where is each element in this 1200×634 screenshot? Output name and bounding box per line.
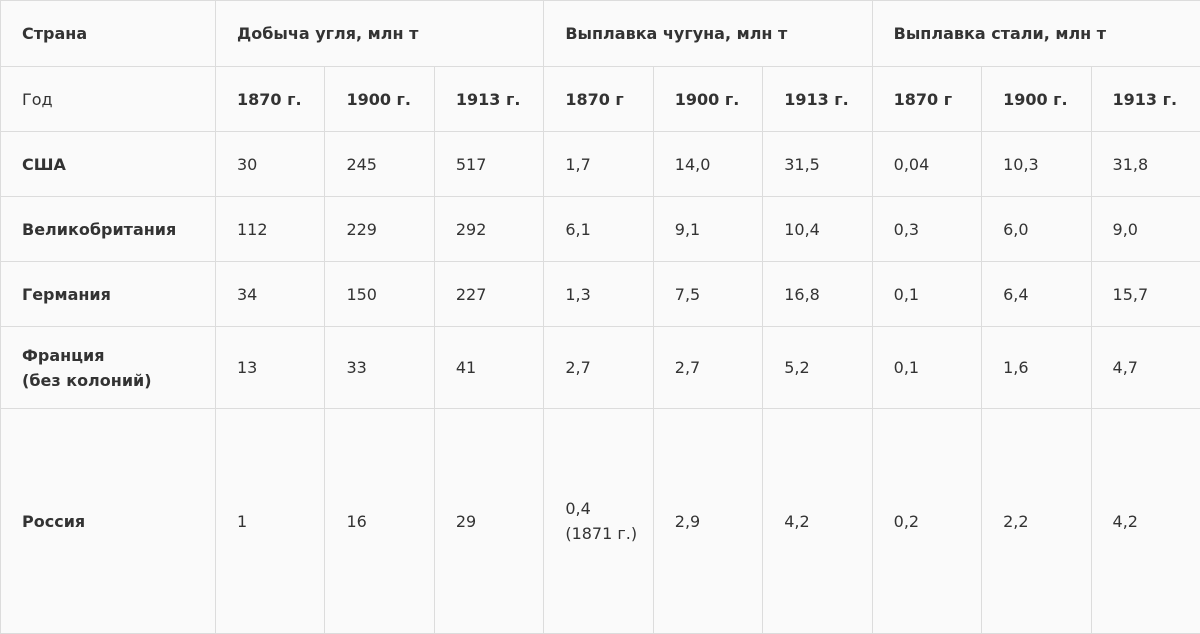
country-name: Россия: [1, 409, 216, 634]
column-header: Страна: [1, 1, 216, 67]
year-header: 1913 г.: [434, 67, 543, 132]
data-cell: 14,0: [653, 132, 762, 197]
data-cell: 1,3: [544, 262, 653, 327]
group-header: Выплавка стали, млн т: [872, 1, 1200, 67]
data-cell: 0,3: [872, 197, 981, 262]
data-cell: 31,8: [1091, 132, 1200, 197]
data-cell: 0,04: [872, 132, 981, 197]
year-header: 1913 г.: [763, 67, 872, 132]
data-cell: 9,0: [1091, 197, 1200, 262]
data-cell: 4,2: [1091, 409, 1200, 634]
data-cell: 41: [434, 327, 543, 409]
data-cell: 229: [325, 197, 434, 262]
data-cell: 31,5: [763, 132, 872, 197]
data-cell: 2,7: [653, 327, 762, 409]
data-cell: 292: [434, 197, 543, 262]
year-header: 1913 г.: [1091, 67, 1200, 132]
data-cell: 1: [216, 409, 325, 634]
data-cell: 245: [325, 132, 434, 197]
data-cell: 1,6: [982, 327, 1091, 409]
country-name: Великобритания: [1, 197, 216, 262]
data-cell: 16: [325, 409, 434, 634]
data-cell: 10,3: [982, 132, 1091, 197]
country-name: Германия: [1, 262, 216, 327]
year-header: 1870 г.: [216, 67, 325, 132]
data-cell: 227: [434, 262, 543, 327]
data-cell: 34: [216, 262, 325, 327]
year-header: 1870 г: [872, 67, 981, 132]
data-cell: 4,7: [1091, 327, 1200, 409]
year-header: 1870 г: [544, 67, 653, 132]
year-header: 1900 г.: [653, 67, 762, 132]
data-cell: 4,2: [763, 409, 872, 634]
data-cell: 16,8: [763, 262, 872, 327]
data-cell: 0,1: [872, 262, 981, 327]
data-cell: 15,7: [1091, 262, 1200, 327]
data-cell: 33: [325, 327, 434, 409]
data-cell: 0,1: [872, 327, 981, 409]
data-cell: 2,9: [653, 409, 762, 634]
data-cell: 29: [434, 409, 543, 634]
data-cell: 112: [216, 197, 325, 262]
data-cell: 10,4: [763, 197, 872, 262]
group-header: Выплавка чугуна, млн т: [544, 1, 872, 67]
data-cell: 150: [325, 262, 434, 327]
data-cell: 7,5: [653, 262, 762, 327]
year-header: 1900 г.: [982, 67, 1091, 132]
data-cell: 517: [434, 132, 543, 197]
data-cell: 5,2: [763, 327, 872, 409]
data-cell: 0,4 (1871 г.): [544, 409, 653, 634]
country-name: США: [1, 132, 216, 197]
data-cell: 2,7: [544, 327, 653, 409]
country-name: Франция (без колоний): [1, 327, 216, 409]
data-cell: 2,2: [982, 409, 1091, 634]
data-cell: 6,0: [982, 197, 1091, 262]
data-cell: 6,1: [544, 197, 653, 262]
group-header: Добыча угля, млн т: [216, 1, 544, 67]
data-cell: 0,2: [872, 409, 981, 634]
row-label: Год: [1, 67, 216, 132]
data-cell: 9,1: [653, 197, 762, 262]
data-cell: 1,7: [544, 132, 653, 197]
data-cell: 30: [216, 132, 325, 197]
year-header: 1900 г.: [325, 67, 434, 132]
data-cell: 6,4: [982, 262, 1091, 327]
data-cell: 13: [216, 327, 325, 409]
